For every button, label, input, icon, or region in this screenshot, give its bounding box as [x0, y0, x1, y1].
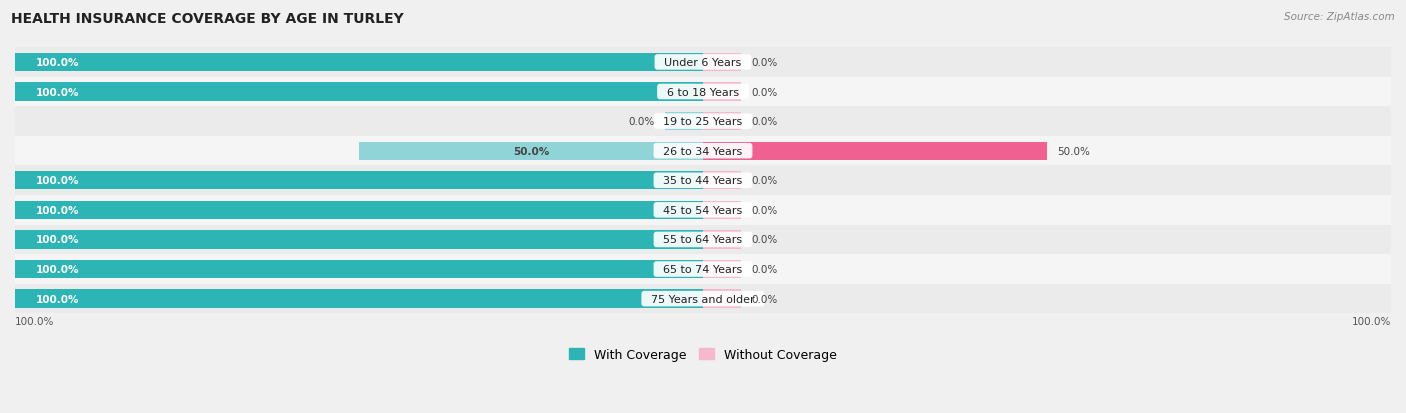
- Text: 100.0%: 100.0%: [35, 58, 79, 68]
- Text: 0.0%: 0.0%: [751, 176, 778, 186]
- Bar: [665, 113, 703, 131]
- Bar: [15, 290, 703, 308]
- Bar: [15, 201, 703, 219]
- Text: 26 to 34 Years: 26 to 34 Years: [657, 146, 749, 156]
- Bar: [703, 231, 741, 249]
- Bar: [15, 225, 1391, 255]
- Bar: [359, 142, 703, 161]
- Text: 19 to 25 Years: 19 to 25 Years: [657, 117, 749, 127]
- Text: 0.0%: 0.0%: [751, 264, 778, 274]
- Bar: [703, 113, 741, 131]
- Text: 0.0%: 0.0%: [751, 117, 778, 127]
- Bar: [15, 78, 1391, 107]
- Text: 65 to 74 Years: 65 to 74 Years: [657, 264, 749, 274]
- Text: 100.0%: 100.0%: [35, 235, 79, 245]
- Text: 0.0%: 0.0%: [751, 87, 778, 97]
- Text: 0.0%: 0.0%: [751, 205, 778, 215]
- Bar: [15, 83, 703, 102]
- Text: 45 to 54 Years: 45 to 54 Years: [657, 205, 749, 215]
- Bar: [703, 290, 741, 308]
- Text: Source: ZipAtlas.com: Source: ZipAtlas.com: [1284, 12, 1395, 22]
- Legend: With Coverage, Without Coverage: With Coverage, Without Coverage: [564, 343, 842, 366]
- Bar: [703, 142, 1047, 161]
- Text: Under 6 Years: Under 6 Years: [658, 58, 748, 68]
- Bar: [703, 201, 741, 219]
- Text: 100.0%: 100.0%: [35, 294, 79, 304]
- Bar: [15, 260, 703, 278]
- Text: 55 to 64 Years: 55 to 64 Years: [657, 235, 749, 245]
- Bar: [15, 54, 703, 72]
- Text: 100.0%: 100.0%: [35, 264, 79, 274]
- Text: 100.0%: 100.0%: [35, 205, 79, 215]
- Bar: [703, 172, 741, 190]
- Bar: [703, 83, 741, 102]
- Text: 100.0%: 100.0%: [15, 316, 55, 326]
- Text: 100.0%: 100.0%: [1351, 316, 1391, 326]
- Bar: [703, 54, 741, 72]
- Bar: [15, 107, 1391, 137]
- Text: 6 to 18 Years: 6 to 18 Years: [659, 87, 747, 97]
- Text: 50.0%: 50.0%: [1057, 146, 1090, 156]
- Bar: [15, 231, 703, 249]
- Text: 75 Years and older: 75 Years and older: [644, 294, 762, 304]
- Text: 35 to 44 Years: 35 to 44 Years: [657, 176, 749, 186]
- Text: HEALTH INSURANCE COVERAGE BY AGE IN TURLEY: HEALTH INSURANCE COVERAGE BY AGE IN TURL…: [11, 12, 404, 26]
- Text: 0.0%: 0.0%: [751, 58, 778, 68]
- Text: 100.0%: 100.0%: [35, 176, 79, 186]
- Bar: [15, 172, 703, 190]
- Bar: [15, 137, 1391, 166]
- Text: 0.0%: 0.0%: [628, 117, 655, 127]
- Bar: [15, 284, 1391, 313]
- Bar: [15, 166, 1391, 196]
- Bar: [15, 48, 1391, 78]
- Bar: [15, 255, 1391, 284]
- Text: 0.0%: 0.0%: [751, 294, 778, 304]
- Bar: [15, 196, 1391, 225]
- Text: 100.0%: 100.0%: [35, 87, 79, 97]
- Bar: [703, 260, 741, 278]
- Text: 0.0%: 0.0%: [751, 235, 778, 245]
- Text: 50.0%: 50.0%: [513, 146, 550, 156]
